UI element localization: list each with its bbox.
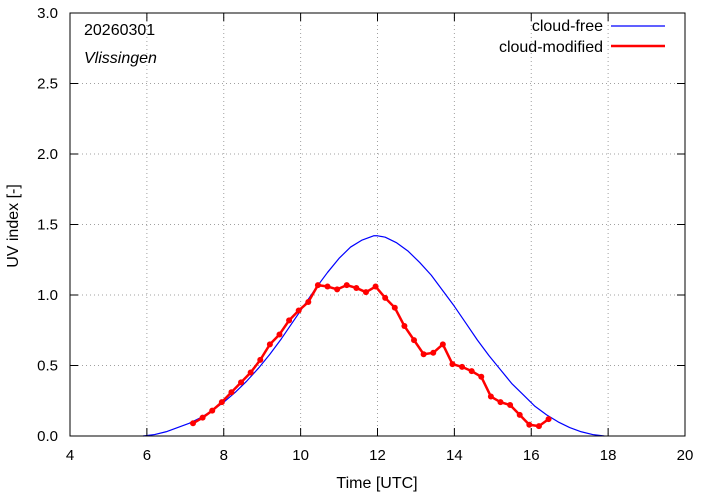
data-point-cloud-modified (468, 368, 475, 375)
data-point-cloud-modified (478, 373, 485, 380)
y-tick-label: 0.0 (37, 428, 58, 445)
data-point-cloud-modified (305, 299, 312, 306)
legend-label-cloud-modified: cloud-modified (499, 39, 603, 56)
legend: cloud-free cloud-modified (499, 18, 665, 56)
x-tick-label: 18 (600, 447, 617, 464)
x-tick-label: 6 (143, 447, 151, 464)
data-point-cloud-modified (238, 379, 245, 386)
data-point-cloud-modified (247, 369, 254, 376)
x-tick-label: 8 (220, 447, 228, 464)
data-point-cloud-modified (449, 361, 456, 368)
data-point-cloud-modified (430, 349, 437, 356)
data-point-cloud-modified (545, 416, 552, 423)
data-point-cloud-modified (459, 363, 466, 370)
series-layer (142, 235, 605, 437)
data-point-cloud-modified (324, 283, 331, 290)
tick-marks (69, 12, 686, 437)
data-point-cloud-modified (526, 421, 533, 428)
data-point-cloud-modified (487, 393, 494, 400)
date-label: 20260301 (84, 22, 155, 39)
y-tick-label: 1.5 (37, 217, 58, 234)
data-point-cloud-modified (218, 399, 225, 406)
x-tick-label: 10 (292, 447, 309, 464)
data-point-cloud-modified (286, 317, 293, 324)
data-point-cloud-modified (276, 331, 283, 338)
x-axis-title: Time [UTC] (336, 475, 417, 492)
data-point-cloud-modified (507, 401, 514, 408)
data-point-cloud-modified (535, 423, 542, 430)
data-point-cloud-modified (199, 414, 206, 421)
data-point-cloud-modified (353, 284, 360, 291)
data-point-cloud-modified (314, 282, 321, 289)
location-label: Vlissingen (84, 50, 157, 67)
grid-lines (70, 13, 685, 436)
data-point-cloud-modified (411, 337, 418, 344)
x-tick-label: 16 (523, 447, 540, 464)
y-tick-label: 2.0 (37, 146, 58, 163)
data-point-cloud-modified (228, 389, 235, 396)
data-point-cloud-modified (497, 399, 504, 406)
data-point-cloud-modified (334, 286, 341, 293)
data-point-cloud-modified (391, 304, 398, 311)
data-point-cloud-modified (420, 351, 427, 358)
tick-labels: 4 6 8 10 12 14 16 18 20 0.0 0.5 1.0 1.5 2.0 2.5 3.0 (37, 5, 693, 464)
x-tick-label: 4 (66, 447, 74, 464)
y-tick-label: 0.5 (37, 358, 58, 375)
data-point-cloud-modified (257, 356, 264, 363)
x-tick-label: 12 (369, 447, 386, 464)
data-point-cloud-modified (401, 323, 408, 330)
data-point-cloud-modified (190, 420, 196, 427)
data-point-cloud-modified (209, 407, 216, 414)
y-tick-label: 2.5 (37, 76, 58, 93)
y-tick-label: 3.0 (37, 5, 58, 22)
data-point-cloud-modified (266, 341, 273, 348)
x-tick-label: 14 (446, 447, 463, 464)
data-point-cloud-modified (295, 307, 302, 314)
data-point-cloud-modified (382, 294, 389, 301)
data-point-cloud-modified (439, 341, 446, 348)
y-axis-title: UV index [-] (5, 184, 22, 268)
data-point-cloud-modified (516, 411, 523, 418)
data-point-cloud-modified (362, 289, 369, 296)
x-tick-label: 20 (677, 447, 694, 464)
data-point-cloud-modified (372, 283, 379, 290)
y-tick-label: 1.0 (37, 287, 58, 304)
legend-label-cloud-free: cloud-free (532, 18, 603, 35)
data-point-cloud-modified (343, 282, 350, 289)
